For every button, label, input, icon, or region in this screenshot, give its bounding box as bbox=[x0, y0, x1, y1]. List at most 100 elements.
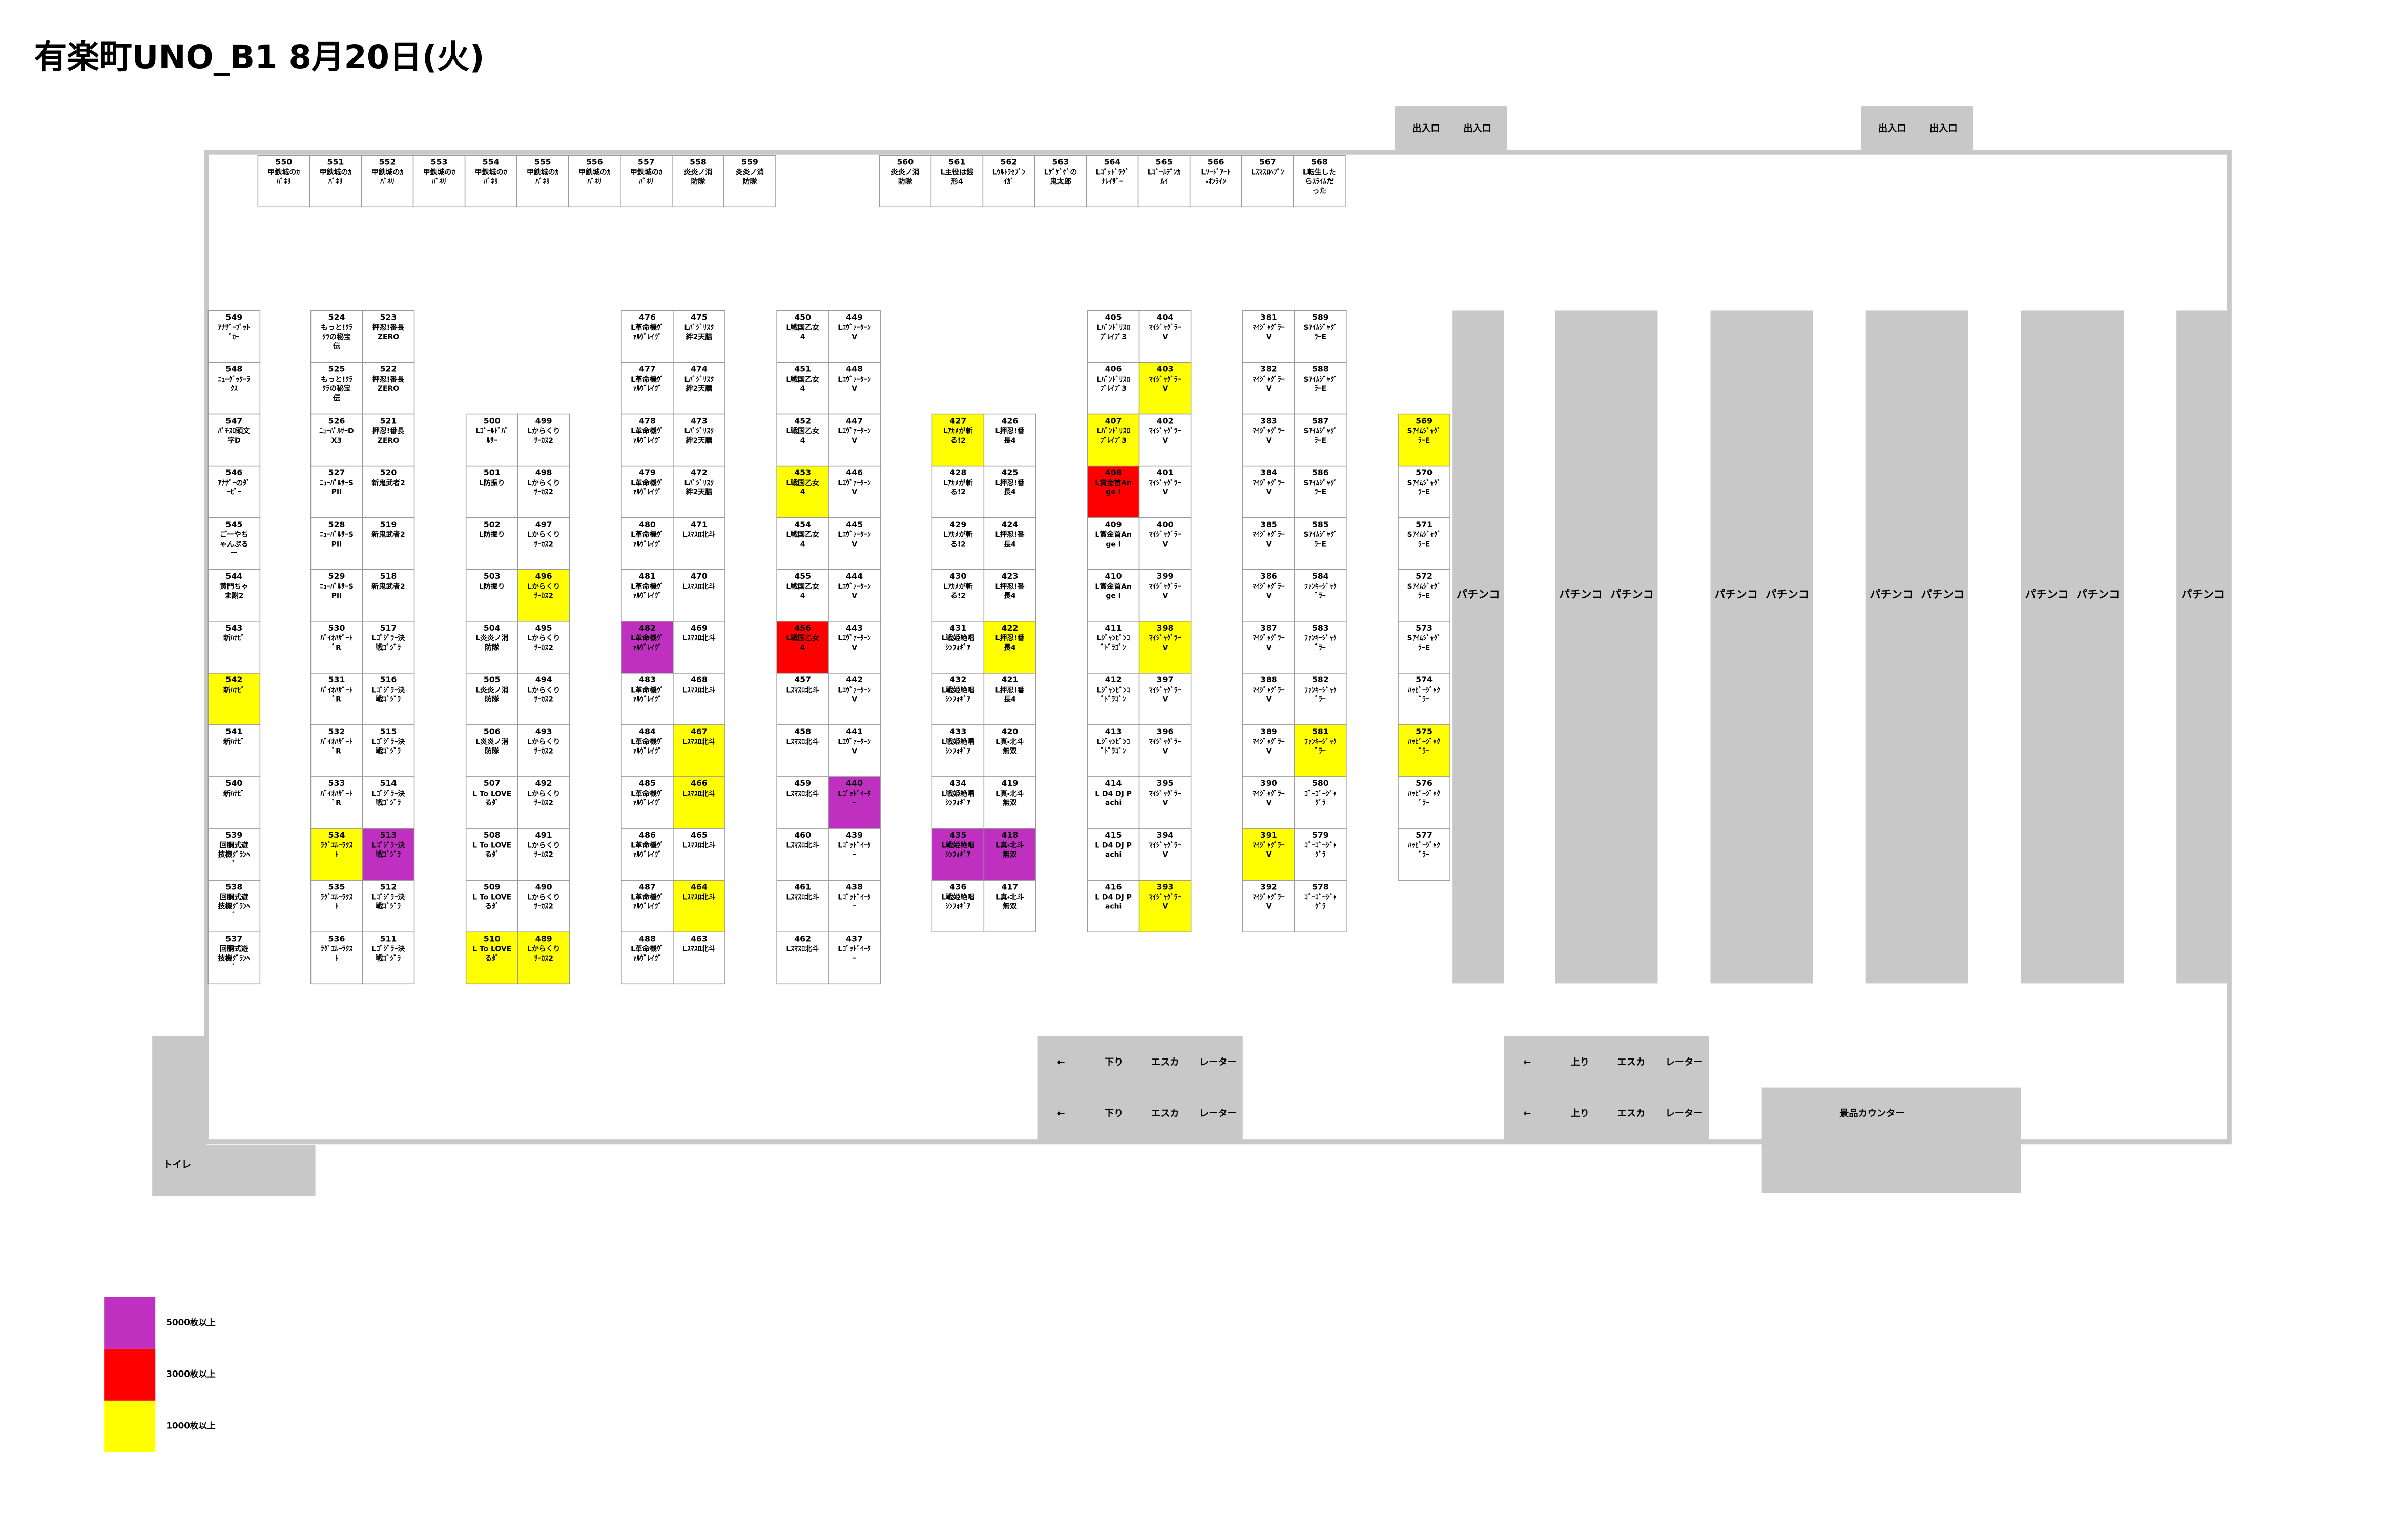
machine-number: 392 bbox=[1260, 882, 1277, 891]
pachinko-label: パチンコ bbox=[2025, 588, 2069, 601]
machine-name: Lｴｳﾞｧｰﾀｰﾝ V bbox=[838, 479, 871, 496]
machine-cell bbox=[1242, 413, 1295, 467]
machine-number: 437 bbox=[846, 933, 863, 943]
machine-number: 539 bbox=[225, 830, 242, 840]
machine-number: 448 bbox=[846, 364, 863, 374]
machine-number: 573 bbox=[1416, 623, 1433, 633]
machine-cell bbox=[207, 724, 261, 777]
machine-cell bbox=[310, 569, 363, 622]
machine-number: 451 bbox=[794, 364, 811, 374]
machine-number: 518 bbox=[380, 571, 397, 581]
machine-cell bbox=[207, 673, 261, 725]
machine-number: 527 bbox=[328, 468, 345, 477]
machine-name: L押忍!番長4 bbox=[995, 582, 1025, 600]
machine-name: ﾏｲｼﾞｬｸﾞﾗｰ V bbox=[1253, 789, 1285, 807]
machine-name: Lｴｳﾞｧｰﾀｰﾝ V bbox=[838, 686, 871, 703]
machine-number: 520 bbox=[380, 468, 397, 477]
machine-number: 418 bbox=[1001, 830, 1018, 840]
machine-cell bbox=[1294, 621, 1347, 674]
escalator-label: 下り bbox=[1105, 1108, 1123, 1119]
machine-name: Lｺﾞｼﾞﾗｰ決戦ｺﾞｼﾞﾗ bbox=[372, 945, 405, 963]
machine-cell bbox=[621, 310, 674, 363]
machine-number: 464 bbox=[691, 882, 708, 891]
machine-name: SｱｲﾑｼﾞｬｸﾞﾗｰE bbox=[1303, 479, 1337, 496]
machine-number: 481 bbox=[639, 571, 656, 581]
machine-number: 528 bbox=[328, 520, 345, 529]
machine-name: Lｽﾏｽﾛ北斗 bbox=[682, 790, 716, 798]
machine-number: 411 bbox=[1105, 623, 1122, 633]
machine-cell bbox=[1087, 569, 1140, 622]
machine-cell bbox=[828, 776, 881, 829]
machine-name: Lｺﾞｯﾄﾞﾗｸﾞﾅﾚｲｻﾞｰ bbox=[1096, 168, 1129, 186]
machine-number: 565 bbox=[1156, 157, 1173, 167]
machine-cell bbox=[207, 569, 261, 622]
machine-name: ﾊﾞｲｵﾊｻﾞｰﾄﾞR bbox=[320, 789, 353, 807]
machine-number: 555 bbox=[534, 157, 551, 167]
machine-cell bbox=[1138, 465, 1192, 518]
machine-cell bbox=[621, 931, 674, 985]
machine-name: L戦国乙女 4 bbox=[786, 634, 819, 652]
machine-name: Lｴｳﾞｧｰﾀｰﾝ V bbox=[838, 427, 871, 445]
machine-number: 488 bbox=[639, 933, 656, 943]
machine-cell bbox=[931, 517, 985, 570]
machine-cell bbox=[1242, 569, 1295, 622]
machine-name: Lｽﾏｽﾛ北斗 bbox=[682, 894, 716, 902]
machine-number: 460 bbox=[794, 830, 811, 840]
machine-number: 466 bbox=[691, 778, 708, 788]
machine-number: 397 bbox=[1157, 675, 1174, 684]
machine-cell bbox=[1087, 880, 1140, 932]
machine-cell bbox=[1294, 569, 1347, 622]
machine-cell bbox=[310, 310, 363, 363]
machine-name: L真・北斗無双 bbox=[995, 893, 1024, 911]
machine-cell bbox=[1398, 673, 1450, 725]
machine-cell bbox=[465, 880, 518, 932]
machine-number: 407 bbox=[1105, 416, 1122, 426]
machine-name: Lｽﾏｽﾛ北斗 bbox=[682, 686, 716, 694]
machine-number: 547 bbox=[225, 416, 242, 426]
machine-name: ﾏｲｼﾞｬｸﾞﾗｰ V bbox=[1253, 582, 1285, 600]
machine-cell bbox=[207, 310, 261, 363]
machine-name: ﾆｭｰﾊﾟﾙｻｰS PII bbox=[320, 479, 354, 496]
machine-cell bbox=[673, 310, 725, 363]
machine-number: 505 bbox=[484, 675, 501, 684]
machine-name: Lからくりｻｰｶｽ2 bbox=[527, 634, 561, 652]
machine-cell bbox=[1398, 517, 1450, 570]
machine-name: 新鬼武者2 bbox=[371, 582, 405, 591]
pachinko-label: パチンコ bbox=[1870, 588, 1913, 601]
machine-number: 510 bbox=[484, 933, 501, 943]
machine-number: 383 bbox=[1260, 416, 1277, 426]
machine-cell bbox=[776, 413, 829, 467]
machine-name: ﾏｲｼﾞｬｸﾞﾗｰ V bbox=[1253, 479, 1285, 496]
machine-name: Lｽﾏｽﾛ北斗 bbox=[682, 583, 716, 591]
machine-cell bbox=[517, 880, 570, 932]
machine-number: 486 bbox=[639, 830, 656, 840]
machine-cell bbox=[310, 724, 363, 777]
machine-cell bbox=[983, 673, 1036, 725]
machine-cell bbox=[1294, 724, 1347, 777]
machine-cell bbox=[1087, 465, 1140, 518]
machine-name: 甲鉄城のｶﾊﾞﾈﾘ bbox=[630, 168, 662, 186]
machine-number: 554 bbox=[483, 157, 500, 167]
machine-number: 447 bbox=[846, 416, 863, 426]
machine-number: 395 bbox=[1157, 778, 1174, 788]
pachinko-label: パチンコ bbox=[2077, 588, 2120, 601]
machine-cell bbox=[310, 880, 363, 932]
machine-number: 569 bbox=[1416, 416, 1433, 426]
machine-name: ﾆｭｰﾊﾟﾙｻｰS PII bbox=[320, 530, 354, 548]
machine-number: 562 bbox=[1000, 157, 1017, 167]
machine-name: ﾏｲｼﾞｬｸﾞﾗｰ V bbox=[1149, 530, 1181, 548]
machine-cell bbox=[464, 155, 517, 208]
machine-number: 482 bbox=[639, 623, 656, 633]
machine-name: 回胴式遊技機ｸﾞﾗﾝﾍﾞ bbox=[218, 945, 250, 972]
machine-name: ｱﾅｻﾞｰﾌﾟｯﾄﾞｶｰ bbox=[218, 323, 250, 341]
machine-name: Lｺﾞｼﾞﾗｰ決戦ｺﾞｼﾞﾗ bbox=[372, 893, 405, 911]
entrance-label: 出入口 bbox=[1929, 123, 1958, 134]
machine-cell bbox=[1087, 517, 1140, 570]
machine-number: 402 bbox=[1157, 416, 1174, 426]
machine-number: 586 bbox=[1312, 468, 1329, 477]
machine-number: 579 bbox=[1312, 830, 1329, 840]
machine-name: ﾏｲｼﾞｬｸﾞﾗｰ V bbox=[1253, 427, 1285, 445]
machine-name: Lｼﾞｬﾝﾋﾞﾝｺﾞﾄﾞﾗｺﾞﾝ bbox=[1097, 737, 1130, 755]
machine-name: ﾏｲｼﾞｬｸﾞﾗｰ V bbox=[1149, 737, 1181, 755]
machine-number: 578 bbox=[1312, 882, 1329, 891]
